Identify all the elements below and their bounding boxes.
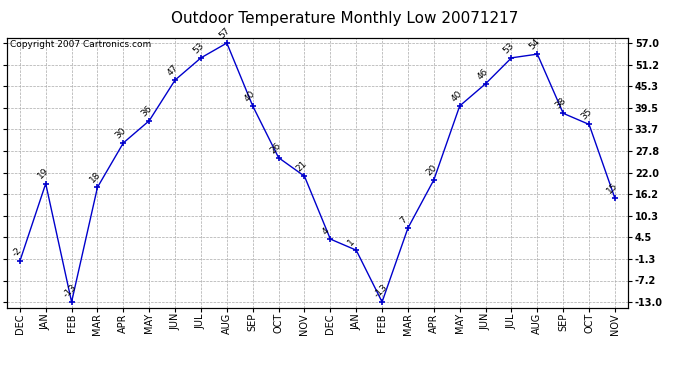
- Text: 18: 18: [88, 170, 102, 184]
- Text: 35: 35: [580, 107, 594, 122]
- Text: 7: 7: [398, 215, 408, 225]
- Text: 1: 1: [346, 237, 357, 248]
- Text: 20: 20: [424, 163, 439, 177]
- Text: Outdoor Temperature Monthly Low 20071217: Outdoor Temperature Monthly Low 20071217: [171, 11, 519, 26]
- Text: 26: 26: [269, 141, 284, 155]
- Text: 57: 57: [217, 26, 232, 40]
- Text: Copyright 2007 Cartronics.com: Copyright 2007 Cartronics.com: [10, 40, 151, 49]
- Text: 21: 21: [295, 159, 309, 173]
- Text: 46: 46: [476, 66, 491, 81]
- Text: 47: 47: [166, 63, 180, 77]
- Text: 40: 40: [243, 89, 257, 103]
- Text: -2: -2: [10, 246, 23, 258]
- Text: 15: 15: [605, 181, 620, 196]
- Text: 53: 53: [502, 40, 516, 55]
- Text: -13: -13: [62, 282, 79, 299]
- Text: 36: 36: [139, 104, 154, 118]
- Text: 30: 30: [114, 126, 128, 140]
- Text: 54: 54: [528, 37, 542, 51]
- Text: 4: 4: [321, 226, 331, 236]
- Text: -13: -13: [373, 282, 389, 299]
- Text: 19: 19: [36, 166, 50, 181]
- Text: 40: 40: [450, 89, 464, 103]
- Text: 38: 38: [553, 96, 568, 111]
- Text: 53: 53: [191, 40, 206, 55]
